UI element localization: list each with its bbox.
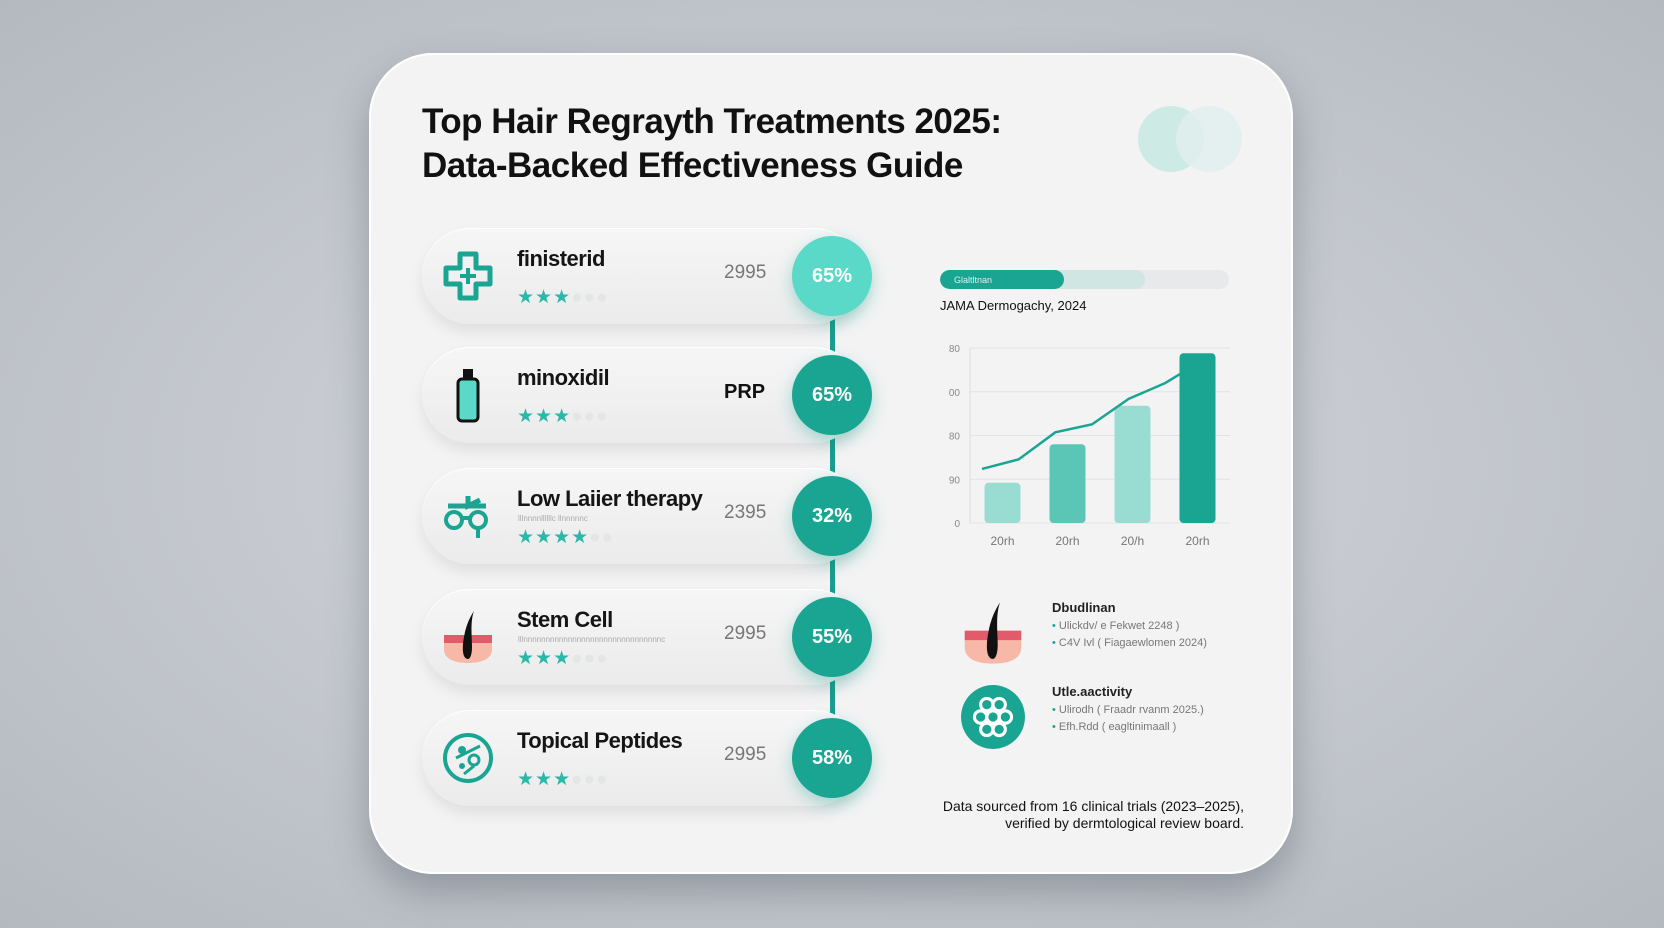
hair-follicle-icon: [960, 600, 1026, 666]
star-filled-icon: ★: [535, 769, 554, 790]
star-filled-icon: ★: [553, 769, 572, 790]
y-tick-label: 00: [949, 388, 961, 399]
star-filled-icon: ★: [535, 527, 554, 548]
effectiveness-badge: 58%: [792, 718, 872, 798]
bar-chart: 0 90 80 00 80 20rh 20rh 20/h 20rh: [949, 344, 1230, 548]
star-filled-icon: ★: [535, 406, 554, 427]
decorative-circle: [1176, 106, 1242, 172]
x-tick-label: 20/h: [1121, 534, 1144, 548]
star-empty-icon: ●: [571, 648, 584, 669]
star-empty-icon: ●: [596, 648, 609, 669]
hair-follicle-icon: [440, 609, 496, 665]
star-rating: ★★★●●●: [517, 768, 609, 791]
star-filled-icon: ★: [535, 648, 554, 669]
footer-line-2: verified by dermtological review board.: [1005, 815, 1244, 831]
star-filled-icon: ★: [553, 406, 572, 427]
star-rating: ★★★★●●: [517, 526, 614, 549]
bar: [1114, 405, 1151, 523]
treatment-row[interactable]: minoxidil ★★★●●● PRP: [422, 347, 862, 443]
bottle-icon: [440, 367, 496, 423]
trend-arrow-icon: [1193, 357, 1209, 371]
star-filled-icon: ★: [553, 527, 572, 548]
treatment-value: 2995: [724, 744, 767, 765]
effectiveness-badge: 65%: [792, 355, 872, 435]
star-filled-icon: ★: [517, 527, 536, 548]
star-empty-icon: ●: [596, 769, 609, 790]
star-filled-icon: ★: [517, 406, 536, 427]
x-tick-label: 20rh: [990, 534, 1014, 548]
treatment-value: 2995: [724, 262, 767, 283]
star-filled-icon: ★: [517, 287, 536, 308]
effectiveness-badge: 55%: [792, 597, 872, 677]
star-filled-icon: ★: [553, 287, 572, 308]
star-filled-icon: ★: [553, 648, 572, 669]
legend-title: Utle.aactivity: [1052, 684, 1133, 699]
star-empty-icon: ●: [596, 287, 609, 308]
star-rating: ★★★●●●: [517, 647, 609, 670]
progress-fill: Glaltltnan: [940, 270, 1065, 289]
title-line-2: Data-Backed Effectiveness Guide: [422, 146, 963, 185]
x-tick-label: 20rh: [1055, 534, 1079, 548]
chart-source: JAMA Dermogachy, 2024: [940, 298, 1087, 313]
progress-label: Glaltltnan: [954, 275, 993, 285]
footer-line-1: Data sourced from 16 clinical trials (20…: [942, 798, 1244, 814]
effectiveness-badge: 65%: [792, 236, 872, 316]
treatment-row[interactable]: finisterid ★★★●●● 2995: [422, 228, 862, 324]
treatment-row[interactable]: Topical Peptides ★★★●●● 2995: [422, 710, 862, 806]
legend-item: Ulirodh ( Fraadr rvanm 2025.): [1052, 702, 1204, 719]
legend-item: Efh.Rdd ( eagltinimaall ): [1052, 719, 1204, 736]
treatment-name: Stem Cell: [517, 607, 613, 632]
treatment-name: Topical Peptides: [517, 728, 683, 753]
star-empty-icon: ●: [583, 406, 597, 427]
treatment-name: Low Laiier therapy: [517, 486, 703, 511]
star-empty-icon: ●: [583, 769, 597, 790]
star-empty-icon: ●: [571, 406, 584, 427]
star-filled-icon: ★: [517, 769, 536, 790]
y-tick-label: 90: [949, 475, 961, 486]
bar: [1179, 353, 1216, 523]
star-rating: ★★★●●●: [517, 405, 609, 428]
star-empty-icon: ●: [589, 527, 602, 548]
y-tick-label: 80: [949, 432, 961, 443]
treatment-name: finisterid: [517, 246, 605, 271]
star-filled-icon: ★: [571, 527, 590, 548]
treatment-subtitle: lllnnnnnnnnnnnnnnnnnnnnnnnnnnnnnnnc: [518, 635, 666, 644]
treatment-value: PRP: [724, 381, 766, 403]
treatment-row[interactable]: Low Laiier therapy lllnnnnllllllc llnnnn…: [422, 468, 862, 564]
star-empty-icon: ●: [583, 648, 597, 669]
star-empty-icon: ●: [571, 287, 584, 308]
star-filled-icon: ★: [517, 648, 536, 669]
treatment-name: minoxidil: [517, 365, 610, 390]
medical-cross-icon: [440, 248, 496, 304]
legend-item: C4V Ivl ( Fiagaewlomen 2024): [1052, 635, 1207, 652]
star-filled-icon: ★: [535, 287, 554, 308]
laser-device-icon: [440, 488, 496, 544]
footer-note: Data sourced from 16 clinical trials (20…: [943, 798, 1244, 832]
star-empty-icon: ●: [583, 287, 597, 308]
progress-bar: Glaltltnan: [940, 270, 1229, 289]
y-tick-label: 0: [954, 519, 960, 530]
cell-cluster-icon: [960, 684, 1026, 750]
bar: [984, 482, 1021, 523]
treatment-value: 2395: [724, 502, 767, 523]
effectiveness-badge: 32%: [792, 476, 872, 556]
star-empty-icon: ●: [596, 406, 609, 427]
title-line-1: Top Hair Regrayth Treatments 2025:: [422, 102, 1002, 141]
x-tick-label: 20rh: [1185, 534, 1209, 548]
star-empty-icon: ●: [571, 769, 584, 790]
treatment-subtitle: lllnnnnllllllc llnnnnnc: [518, 514, 588, 523]
page-title: Top Hair Regrayth Treatments 2025: Data-…: [422, 100, 1002, 188]
treatment-value: 2995: [724, 623, 767, 644]
legend-item: Ulickdv/ e Fekwet 2248 ): [1052, 618, 1207, 635]
cell-icon: [440, 730, 496, 786]
trend-line: [981, 359, 1203, 471]
star-empty-icon: ●: [601, 527, 615, 548]
treatment-row[interactable]: Stem Cell lllnnnnnnnnnnnnnnnnnnnnnnnnnnn…: [422, 589, 862, 685]
legend-title: Dbudlinan: [1052, 600, 1116, 615]
bar: [1049, 444, 1086, 523]
y-tick-label: 80: [949, 344, 961, 355]
star-rating: ★★★●●●: [517, 286, 609, 309]
